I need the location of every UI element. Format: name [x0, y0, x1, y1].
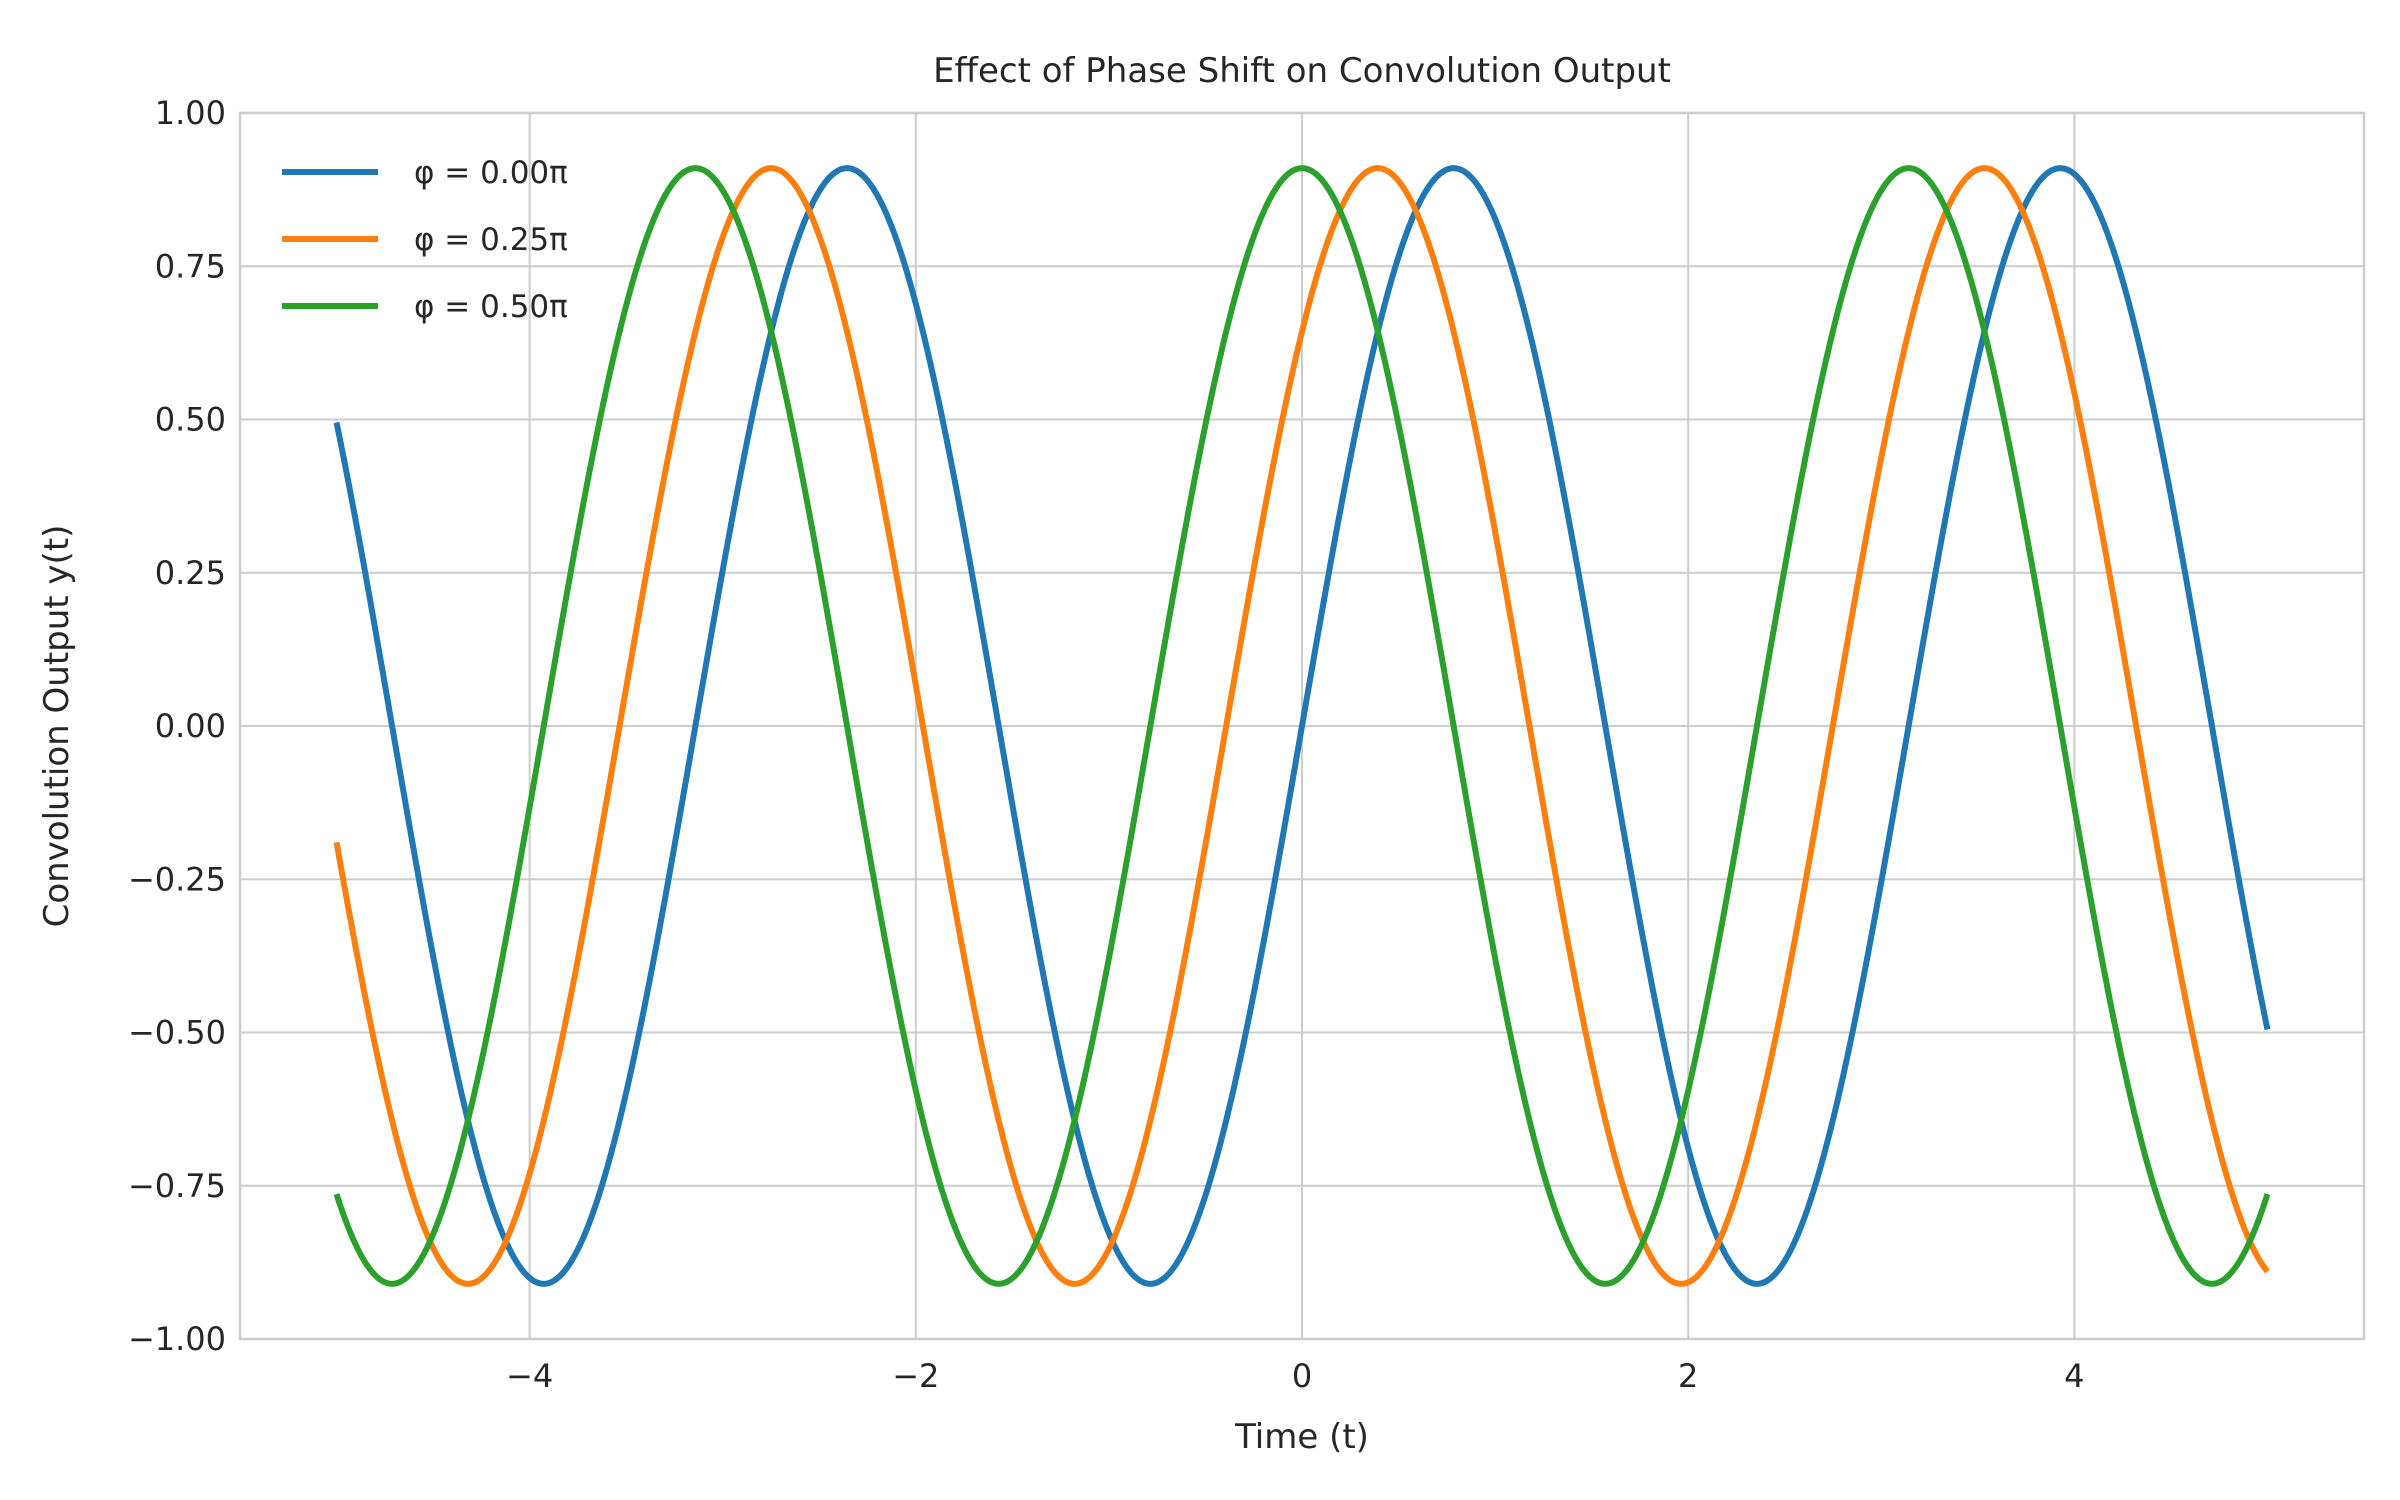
y-axis-label: Convolution Output y(t)	[37, 525, 77, 928]
x-tick-label: −4	[506, 1357, 553, 1395]
legend-label-1: φ = 0.25π	[414, 222, 568, 258]
chart-title: Effect of Phase Shift on Convolution Out…	[933, 51, 1671, 91]
x-tick-label: −2	[892, 1357, 939, 1395]
y-tick-label: 0.50	[155, 401, 226, 439]
series-line-0	[333, 165, 2271, 1287]
x-axis-label: Time (t)	[1234, 1417, 1369, 1457]
legend: φ = 0.00π φ = 0.25π φ = 0.50π	[282, 155, 568, 325]
y-tick-label: 1.00	[155, 94, 226, 132]
legend-label-2: φ = 0.50π	[414, 289, 568, 325]
y-tick-label: −0.50	[128, 1014, 226, 1052]
x-tick-label: 0	[1292, 1357, 1312, 1395]
y-tick-label: −1.00	[128, 1320, 226, 1358]
ticks: −4 −2 0 2 4 −1.00 −0.75 −0.50 −0.25 0.00 0.25 0.50 0…	[128, 94, 2085, 1395]
series-group	[333, 165, 2271, 1287]
y-tick-label: −0.75	[128, 1167, 226, 1205]
legend-label-0: φ = 0.00π	[414, 155, 568, 191]
y-tick-label: 0.00	[155, 707, 226, 745]
series-line-2	[333, 165, 2271, 1287]
y-tick-label: 0.75	[155, 247, 226, 285]
y-tick-label: −0.25	[128, 860, 226, 898]
plot-frame	[238, 111, 2366, 1341]
y-tick-label: 0.25	[155, 554, 226, 592]
x-tick-label: 2	[1678, 1357, 1698, 1395]
x-tick-label: 4	[2064, 1357, 2084, 1395]
